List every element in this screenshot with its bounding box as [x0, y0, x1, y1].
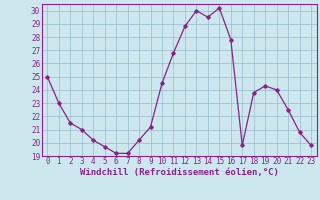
X-axis label: Windchill (Refroidissement éolien,°C): Windchill (Refroidissement éolien,°C): [80, 168, 279, 177]
